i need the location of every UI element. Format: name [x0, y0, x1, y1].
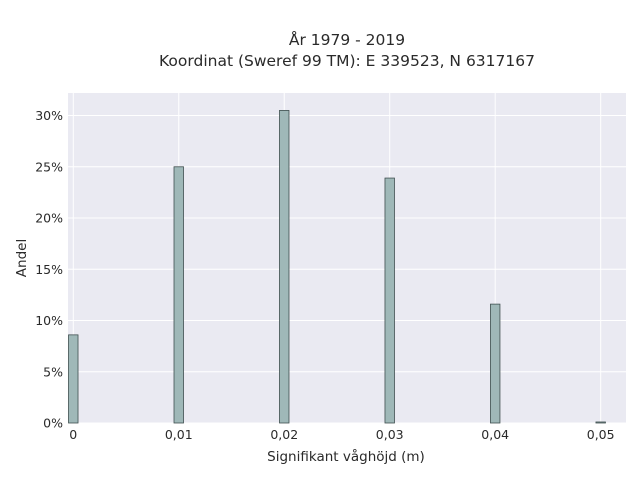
x-axis-label: Signifikant våghöjd (m)	[267, 448, 425, 465]
x-tick-label: 0,05	[587, 427, 615, 442]
chart-title-line-1: År 1979 - 2019	[289, 30, 405, 49]
y-axis-ticks: 0% 5% 10% 15% 20% 25% 30%	[35, 108, 63, 430]
y-tick-label: 15%	[35, 262, 63, 277]
bar	[173, 166, 184, 424]
bar	[68, 334, 79, 424]
y-tick-label: 25%	[35, 159, 63, 174]
y-tick-label: 30%	[35, 108, 63, 123]
y-tick-label: 0%	[43, 416, 63, 431]
plot-area	[68, 93, 626, 423]
x-tick-label: 0,03	[376, 427, 404, 442]
y-tick-label: 5%	[43, 364, 63, 379]
bars	[68, 110, 606, 424]
x-tick-label: 0,01	[165, 427, 193, 442]
x-tick-label: 0,02	[270, 427, 298, 442]
x-tick-label: 0,04	[481, 427, 509, 442]
y-tick-label: 10%	[35, 313, 63, 328]
bar	[384, 177, 395, 424]
chart-title-line-2: Koordinat (Sweref 99 TM): E 339523, N 63…	[159, 52, 535, 70]
x-axis-ticks: 0 0,01 0,02 0,03 0,04 0,05	[69, 427, 614, 442]
bar	[279, 110, 290, 424]
y-tick-label: 20%	[35, 211, 63, 226]
bar	[490, 303, 501, 424]
x-tick-label: 0	[69, 427, 77, 442]
y-axis-label: Andel	[14, 239, 30, 277]
grid	[68, 93, 626, 424]
bar	[595, 421, 606, 424]
